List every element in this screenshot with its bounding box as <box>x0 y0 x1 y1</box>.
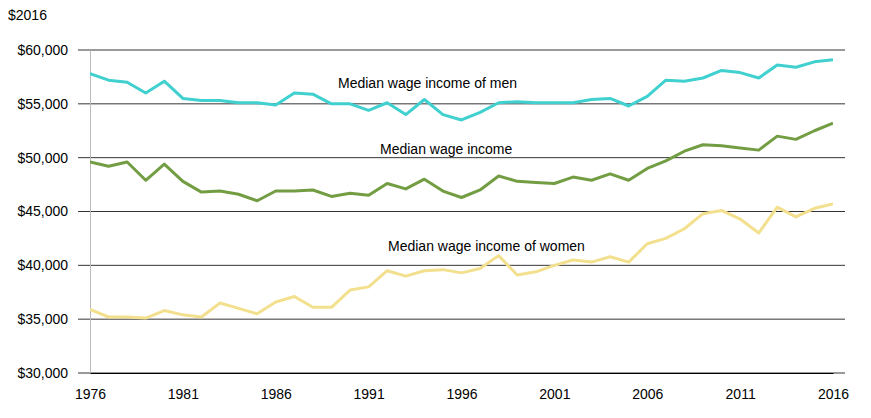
grid-line <box>78 50 845 51</box>
x-tick: 1981 <box>168 373 199 402</box>
series-line <box>90 123 833 201</box>
x-tick-label: 1996 <box>446 386 477 402</box>
x-axis-line <box>91 373 834 374</box>
y-axis-title: $2016 <box>8 7 47 23</box>
series-line <box>90 60 833 120</box>
x-tick-label: 1986 <box>261 386 292 402</box>
lines <box>90 60 833 318</box>
grid <box>78 50 845 373</box>
series-label: Median wage income of men <box>338 75 517 91</box>
y-tick-label: $60,000 <box>17 42 68 58</box>
y-tick: $30,000 <box>17 365 90 381</box>
x-tick-label: 2016 <box>818 386 849 402</box>
series-label: Median wage income of women <box>388 238 585 254</box>
y-tick: $40,000 <box>17 257 90 273</box>
y-tick-label: $55,000 <box>17 96 68 112</box>
x-tick: 2011 <box>726 373 756 402</box>
grid-line <box>78 319 845 320</box>
y-tick-label: $35,000 <box>17 311 68 327</box>
x-tick: 2001 <box>539 373 570 402</box>
series-line <box>90 204 833 318</box>
x-tick-label: 2006 <box>632 386 663 402</box>
x-tick-label: 2011 <box>726 386 756 402</box>
y-tick: $45,000 <box>17 203 90 219</box>
x-tick-label: 1976 <box>75 386 106 402</box>
x-tick: 1976 <box>75 373 106 402</box>
y-axis: $30,000 $35,000 $40,000 $45,000 $50,000 $55,0… <box>17 42 90 381</box>
y-tick: $50,000 <box>17 150 90 166</box>
x-tick: 2006 <box>632 373 663 402</box>
y-tick-label: $50,000 <box>17 150 68 166</box>
x-tick: 1991 <box>354 373 385 402</box>
y-axis-line <box>90 51 91 374</box>
x-tick-label: 1991 <box>354 386 385 402</box>
x-tick: 1986 <box>261 373 292 402</box>
y-tick: $60,000 <box>17 42 90 58</box>
y-tick-label: $40,000 <box>17 257 68 273</box>
grid-line <box>78 103 845 104</box>
x-tick: 1996 <box>446 373 477 402</box>
x-tick: 2016 <box>818 373 849 402</box>
grid-line <box>78 157 845 158</box>
grid-line <box>78 373 845 374</box>
y-tick-label: $45,000 <box>17 203 68 219</box>
y-tick: $55,000 <box>17 96 90 112</box>
grid-line <box>78 265 845 266</box>
y-tick: $35,000 <box>17 311 90 327</box>
x-axis: 1976 1981 1986 1991 1996 2001 2006 2011 2016 <box>75 373 849 402</box>
series-label: Median wage income <box>380 141 513 157</box>
x-tick-label: 2001 <box>539 386 570 402</box>
chart: $30,000 $35,000 $40,000 $45,000 $50,000 $55,0… <box>0 0 871 418</box>
y-tick-label: $30,000 <box>17 365 68 381</box>
grid-line <box>78 211 845 212</box>
x-tick-label: 1981 <box>168 386 199 402</box>
